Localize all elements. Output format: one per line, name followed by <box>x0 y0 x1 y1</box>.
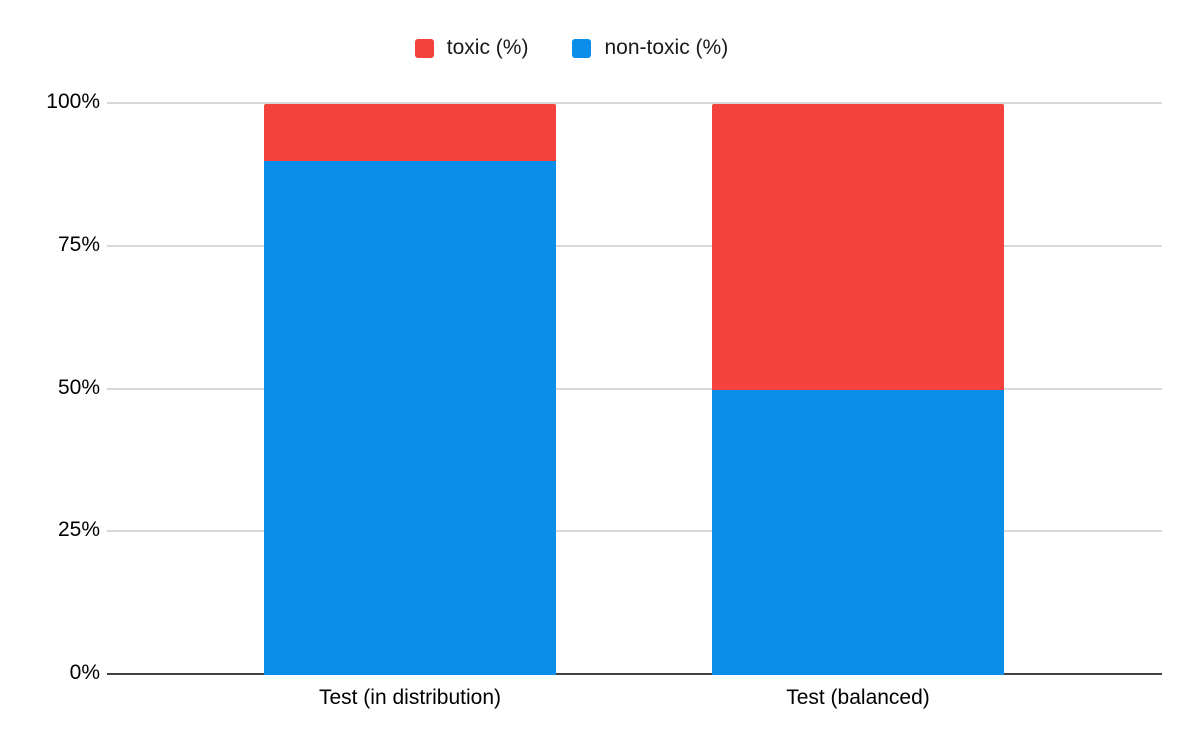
bar-segment-non-toxic <box>712 389 1004 675</box>
legend-swatch <box>414 38 434 58</box>
x-axis-category-label: Test (balanced) <box>786 686 930 709</box>
y-axis-tick-label: 50% <box>57 375 100 399</box>
chart-legend: toxic (%) non-toxic (%) <box>0 33 1143 63</box>
legend-swatch <box>572 38 592 58</box>
bar-segment-non-toxic <box>264 161 556 675</box>
y-axis-tick-label: 0% <box>69 661 100 684</box>
legend-label: toxic (%) <box>446 36 529 59</box>
x-axis-category-label: Test (in distribution) <box>318 686 502 709</box>
y-axis-tick-label: 100% <box>46 90 100 113</box>
y-axis-tick-label: 75% <box>57 232 100 256</box>
legend-label: non-toxic (%) <box>604 36 729 59</box>
legend-item: non-toxic (%) <box>572 36 728 60</box>
gridline <box>107 387 1162 390</box>
stacked-bar <box>712 104 1004 675</box>
stacked-bar <box>264 104 556 675</box>
gridline <box>107 244 1162 247</box>
x-axis-line <box>107 673 1162 675</box>
legend-item: toxic (%) <box>414 36 529 60</box>
gridline <box>107 102 1162 104</box>
y-axis-tick-label: 25% <box>57 518 100 542</box>
gridline <box>107 530 1162 533</box>
bar-segment-toxic <box>264 104 556 162</box>
bar-segment-toxic <box>712 104 1004 390</box>
